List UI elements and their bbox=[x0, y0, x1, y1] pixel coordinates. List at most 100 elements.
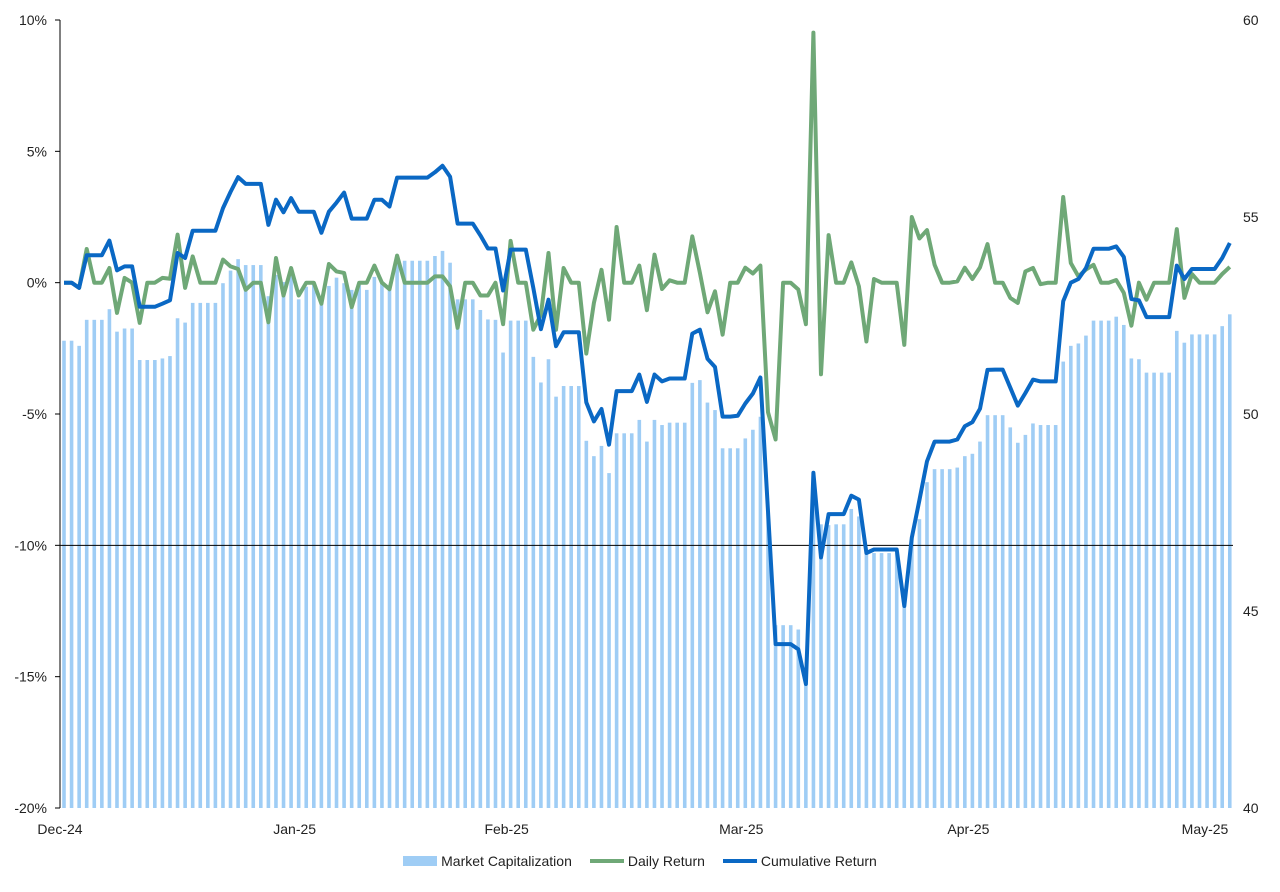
market-cap-bar bbox=[1031, 423, 1035, 808]
market-cap-bar bbox=[773, 625, 778, 808]
left-axis: 10% 5% 0% -5% -10% -15% -20% bbox=[14, 12, 60, 816]
left-tick-label: -15% bbox=[14, 669, 47, 685]
market-cap-bar bbox=[463, 299, 468, 808]
market-cap-bar bbox=[743, 438, 748, 808]
market-cap-bar bbox=[289, 272, 293, 808]
market-cap-bar bbox=[804, 677, 808, 808]
market-cap-bar bbox=[274, 274, 278, 809]
market-cap-bar bbox=[910, 538, 914, 808]
market-cap-bar bbox=[100, 319, 104, 808]
right-tick-label: 45 bbox=[1243, 603, 1259, 619]
market-cap-bar bbox=[599, 445, 604, 808]
market-cap-bar bbox=[1061, 361, 1066, 808]
market-cap-bar bbox=[713, 410, 717, 808]
market-cap-bar bbox=[917, 519, 922, 808]
market-cap-bar bbox=[781, 625, 785, 808]
market-cap-bar bbox=[1152, 372, 1156, 808]
legend-label: Daily Return bbox=[627, 853, 705, 869]
market-cap-bar bbox=[1008, 427, 1013, 808]
market-cap-bar bbox=[569, 386, 573, 808]
right-tick-label: 55 bbox=[1243, 209, 1259, 225]
market-cap-bar bbox=[508, 320, 513, 808]
market-cap-bar bbox=[849, 508, 854, 808]
market-cap-bar bbox=[1212, 334, 1217, 808]
right-tick-label: 40 bbox=[1243, 800, 1259, 816]
market-cap-bar bbox=[879, 553, 884, 808]
cumulative-return-swatch bbox=[722, 859, 757, 863]
market-cap-bar bbox=[380, 281, 384, 809]
market-cap-bar bbox=[796, 629, 801, 808]
market-cap-bar bbox=[584, 440, 589, 808]
market-cap-bar bbox=[1053, 425, 1058, 808]
market-cap-bar bbox=[130, 328, 134, 808]
market-cap-bar bbox=[175, 318, 180, 808]
market-cap-bar bbox=[751, 429, 755, 808]
market-cap-bar bbox=[1046, 425, 1050, 808]
market-cap-bar bbox=[667, 422, 672, 808]
legend-item-market-cap: Market Capitalization bbox=[403, 853, 572, 869]
market-cap-bar bbox=[592, 456, 596, 808]
market-cap-bar bbox=[190, 302, 195, 808]
left-tick-label: -10% bbox=[14, 537, 47, 553]
market-cap-bar bbox=[1205, 334, 1209, 808]
market-cap-bar bbox=[145, 360, 150, 808]
left-tick-label: 0% bbox=[27, 275, 47, 291]
market-cap-bar bbox=[77, 345, 81, 808]
market-cap-bar bbox=[387, 289, 392, 808]
x-axis: Dec-24 Jan-25 Feb-25 Mar-25 Apr-25 May-25 bbox=[37, 821, 1228, 837]
market-cap-bar bbox=[84, 319, 89, 808]
market-cap-bar bbox=[1182, 342, 1187, 808]
market-cap-bar bbox=[69, 340, 74, 808]
left-tick-label: -20% bbox=[14, 800, 47, 816]
market-cap-bar bbox=[1137, 359, 1141, 808]
market-cap-bar bbox=[887, 553, 891, 808]
x-tick-label: May-25 bbox=[1182, 821, 1229, 837]
market-cap-bar bbox=[629, 433, 634, 808]
market-cap-bar bbox=[766, 512, 770, 808]
market-cap-bar bbox=[213, 302, 218, 808]
market-cap-bar bbox=[448, 262, 452, 809]
market-cap-bar bbox=[455, 299, 460, 808]
market-cap-bar bbox=[1000, 415, 1005, 808]
market-cap-bar bbox=[357, 285, 362, 808]
market-cap-bar bbox=[811, 492, 816, 808]
left-tick-label: 5% bbox=[27, 143, 47, 159]
market-cap-bar bbox=[137, 360, 142, 808]
market-cap-bar bbox=[334, 277, 339, 808]
market-cap-bar bbox=[1129, 358, 1134, 808]
market-cap-bar bbox=[614, 433, 619, 808]
market-cap-bar bbox=[440, 250, 445, 808]
market-cap-bar bbox=[1122, 324, 1126, 808]
daily-return-swatch bbox=[589, 859, 624, 863]
market-cap-bar bbox=[925, 482, 929, 808]
market-cap-bar bbox=[788, 625, 793, 808]
x-tick-label: Apr-25 bbox=[947, 821, 989, 837]
market-cap-bar bbox=[539, 382, 543, 808]
market-cap-bar bbox=[365, 289, 369, 808]
market-cap-bar bbox=[236, 259, 240, 809]
market-cap-bar bbox=[993, 415, 997, 808]
market-cap-bar bbox=[698, 380, 702, 808]
market-cap-bar bbox=[660, 425, 664, 808]
market-cap-bar bbox=[327, 285, 331, 808]
market-cap-bar bbox=[433, 256, 437, 809]
daily-return-line bbox=[64, 30, 1232, 442]
market-cap-bar bbox=[1227, 314, 1232, 808]
market-cap-bar bbox=[1106, 320, 1111, 808]
market-cap-bar bbox=[857, 516, 861, 808]
market-cap-bar bbox=[1016, 442, 1020, 808]
market-cap-bar bbox=[834, 524, 838, 808]
market-cap-bar bbox=[963, 456, 967, 808]
right-axis: 60 55 50 45 40 bbox=[1243, 12, 1259, 816]
market-cap-bar bbox=[304, 286, 309, 808]
market-cap-bar bbox=[690, 382, 695, 808]
market-cap-bar bbox=[1190, 334, 1194, 808]
market-cap-bar bbox=[206, 302, 210, 808]
x-tick-label: Jan-25 bbox=[273, 821, 316, 837]
market-cap-bars bbox=[62, 250, 1232, 809]
market-cap-bar bbox=[228, 270, 233, 809]
market-cap-bar bbox=[932, 469, 937, 808]
market-cap-bar bbox=[183, 322, 187, 808]
market-cap-bar bbox=[637, 419, 642, 808]
market-cap-bar bbox=[841, 524, 846, 808]
